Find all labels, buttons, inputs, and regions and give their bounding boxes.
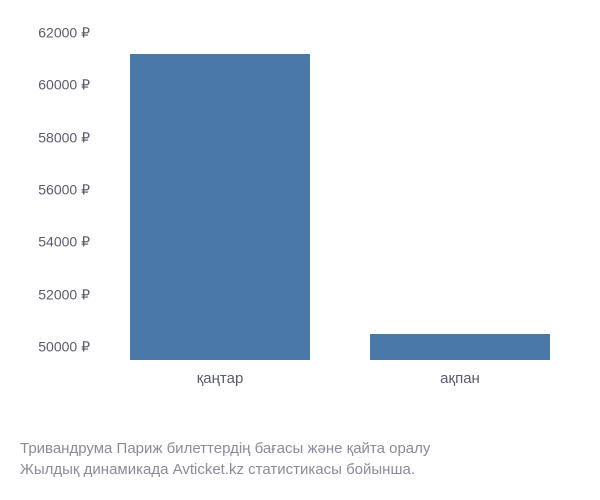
x-axis: қаңтар ақпан	[100, 370, 580, 400]
x-tick-label: қаңтар	[197, 370, 244, 387]
y-tick-label: 56000 ₽	[38, 182, 90, 199]
y-tick-label: 54000 ₽	[38, 234, 90, 251]
chart-container: 50000 ₽ 52000 ₽ 54000 ₽ 56000 ₽ 58000 ₽ 60000…	[20, 20, 580, 400]
x-tick-label: ақпан	[440, 370, 480, 387]
chart-caption: Тривандрума Париж билеттердің бағасы жән…	[20, 438, 580, 480]
y-tick-label: 60000 ₽	[38, 77, 90, 94]
caption-line-1: Тривандрума Париж билеттердің бағасы жән…	[20, 438, 580, 459]
y-tick-label: 52000 ₽	[38, 286, 90, 303]
caption-line-2: Жылдық динамикада Avticket.kz статистика…	[20, 459, 580, 480]
y-axis: 50000 ₽ 52000 ₽ 54000 ₽ 56000 ₽ 58000 ₽ 60000…	[20, 20, 100, 360]
y-tick-label: 62000 ₽	[38, 25, 90, 42]
y-tick-label: 58000 ₽	[38, 129, 90, 146]
plot-area	[100, 20, 580, 360]
bar	[130, 54, 310, 360]
y-tick-label: 50000 ₽	[38, 338, 90, 355]
bar	[370, 334, 550, 360]
